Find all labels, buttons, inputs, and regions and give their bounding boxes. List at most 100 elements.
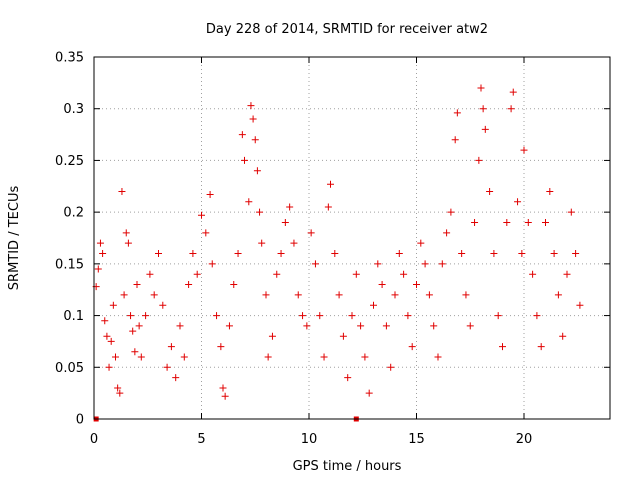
data-point [193, 270, 201, 278]
data-point [417, 239, 425, 247]
y-tick-label: 0.2 [63, 206, 84, 221]
data-point [335, 291, 343, 299]
data-point [256, 208, 264, 216]
data-point [234, 250, 242, 258]
data-point [101, 317, 109, 325]
data-point [230, 281, 238, 289]
data-point [241, 156, 248, 164]
data-point [320, 353, 328, 361]
data-point [105, 363, 113, 371]
data-point [94, 265, 102, 273]
data-point [290, 239, 298, 247]
data-point [251, 136, 259, 144]
data-point [277, 250, 285, 258]
data-point [307, 229, 315, 237]
data-point [481, 125, 489, 133]
data-point [374, 260, 382, 268]
data-point [447, 208, 455, 216]
tick-layer [93, 56, 610, 420]
data-point [378, 281, 386, 289]
tick-label-layer: 0 0.05 0.1 0.15 0.2 0.25 0.3 0.35 0 5 10 15 20 [55, 51, 532, 448]
data-point [509, 88, 517, 96]
data-point [430, 322, 438, 330]
data-point [146, 270, 154, 278]
plot-frame [93, 56, 611, 420]
data-point [503, 218, 511, 226]
data-point [135, 322, 143, 330]
data-point [443, 229, 451, 237]
data-point [103, 332, 111, 340]
y-tick-label: 0.35 [55, 51, 84, 66]
data-point [471, 218, 479, 226]
data-point [120, 291, 128, 299]
data-point [176, 322, 184, 330]
data-point [453, 109, 461, 117]
points-layer [92, 84, 584, 422]
data-point [466, 322, 474, 330]
data-point [219, 384, 227, 392]
data-point [559, 332, 567, 340]
y-tick-label: 0.25 [55, 154, 84, 169]
data-point [150, 291, 158, 299]
data-point [344, 374, 352, 382]
data-point [352, 270, 360, 278]
data-point [99, 250, 107, 258]
x-tick-label: 15 [408, 432, 425, 447]
data-point [245, 198, 253, 206]
data-point [247, 102, 255, 110]
data-point [413, 281, 420, 289]
data-point [116, 389, 124, 397]
data-point [124, 239, 132, 247]
x-tick-label: 5 [197, 432, 205, 447]
data-point [189, 250, 197, 258]
data-point [365, 389, 373, 397]
y-axis-label: SRMTID / TECUs [7, 186, 22, 291]
x-tick-label: 0 [90, 432, 98, 447]
data-point [122, 229, 130, 237]
data-point [217, 343, 225, 351]
data-point [198, 211, 205, 219]
data-point [550, 250, 558, 258]
data-point [494, 312, 502, 320]
data-point [133, 281, 141, 289]
data-point [311, 260, 319, 268]
data-point [382, 322, 390, 330]
data-point [303, 322, 311, 330]
data-point [127, 312, 135, 320]
data-point [425, 291, 433, 299]
x-tick-label: 20 [516, 432, 533, 447]
data-point [533, 312, 541, 320]
data-point [238, 131, 246, 139]
data-point [172, 374, 180, 382]
data-point [109, 301, 117, 309]
data-point [567, 208, 575, 216]
data-point [361, 353, 369, 361]
data-point [316, 312, 324, 320]
data-point [507, 105, 515, 113]
data-point [490, 250, 498, 258]
data-point [563, 270, 571, 278]
data-point [479, 105, 487, 113]
data-point [572, 250, 580, 258]
data-point [391, 291, 399, 299]
data-point [537, 343, 545, 351]
data-point [499, 343, 506, 351]
data-point [475, 156, 483, 164]
data-point [477, 84, 485, 92]
data-point [462, 291, 470, 299]
data-point [348, 312, 356, 320]
data-point [112, 353, 119, 361]
data-point [264, 353, 272, 361]
data-point [395, 250, 403, 258]
data-point [520, 146, 528, 154]
data-point [286, 203, 294, 211]
data-point [268, 332, 276, 340]
data-point [131, 348, 139, 356]
data-point [400, 270, 408, 278]
chart-title: Day 228 of 2014, SRMTID for receiver atw… [206, 22, 488, 37]
data-point [221, 392, 229, 400]
data-point [249, 115, 257, 123]
y-tick-label: 0.1 [63, 309, 84, 324]
